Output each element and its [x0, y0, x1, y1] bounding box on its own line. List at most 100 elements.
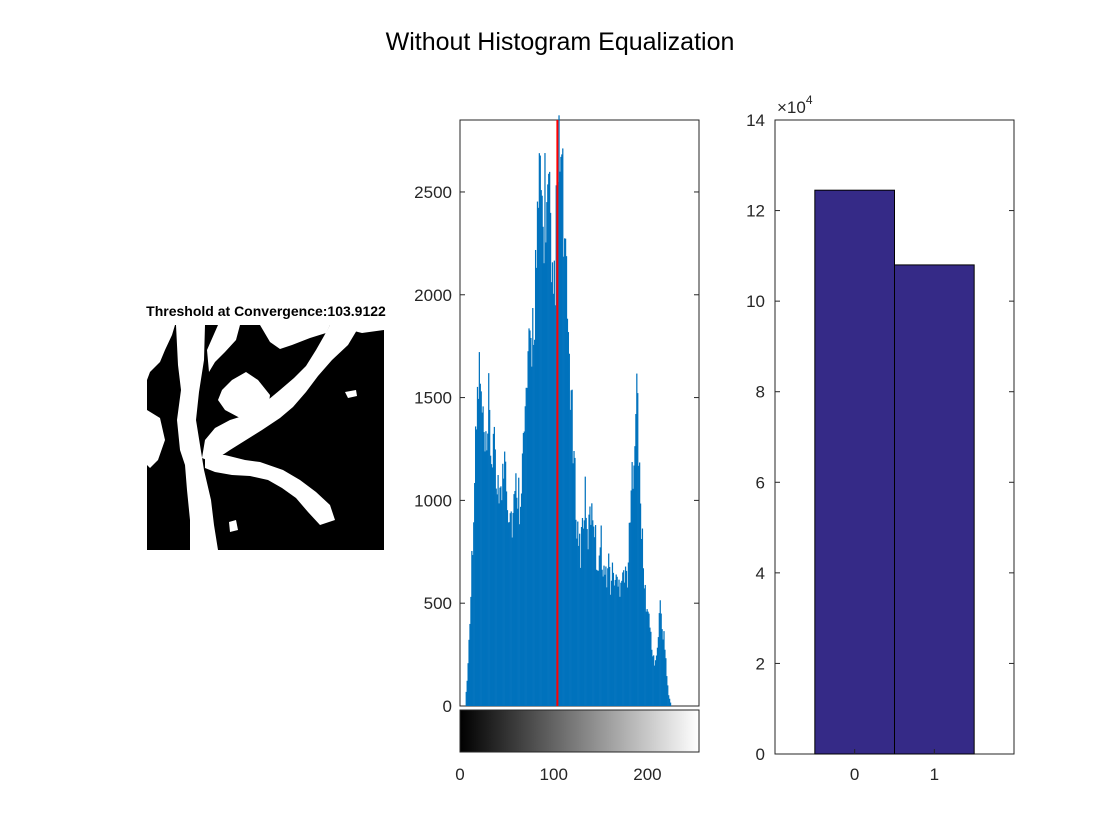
- histogram-bar: [566, 318, 569, 706]
- histogram-bar: [534, 339, 536, 706]
- histogram-bar: [515, 473, 517, 706]
- histogram-bar: [471, 550, 473, 706]
- histogram-bar: [498, 503, 500, 706]
- histogram-bar: [642, 568, 645, 706]
- histogram-bar: [647, 611, 649, 706]
- histogram-bar: [551, 262, 554, 706]
- histogram-bar: [663, 631, 665, 706]
- histogram-bar: [574, 457, 576, 706]
- histogram-bar: [653, 655, 655, 706]
- histogram-bar: [476, 386, 479, 706]
- histogram-bar: [576, 538, 578, 706]
- histogram-bar: [472, 555, 474, 706]
- image-title: Threshold at Convergence:103.9122: [146, 303, 386, 319]
- bar-y-tick-label: 2: [756, 654, 765, 673]
- histogram-y-tick-label: 1500: [414, 389, 452, 408]
- histogram-y-tick-label: 2000: [414, 286, 452, 305]
- colorbar-box: [459, 709, 700, 753]
- histogram-bar: [500, 486, 502, 706]
- histogram-bar: [644, 584, 646, 706]
- histogram-bar: [640, 538, 643, 706]
- histogram-bar: [496, 494, 498, 706]
- histogram-bar: [609, 594, 612, 706]
- histogram-bar: [572, 463, 574, 706]
- histogram-bar: [494, 449, 496, 706]
- histogram-bar: [627, 562, 630, 706]
- histogram-bar: [520, 493, 523, 706]
- histogram-bar: [606, 587, 608, 706]
- histogram-bar: [639, 503, 642, 706]
- histogram-bar: [521, 453, 524, 706]
- histogram-x-axis: 0 100 200: [455, 765, 661, 784]
- histogram-bar: [646, 609, 648, 706]
- histogram-bar: [492, 433, 495, 706]
- histogram-bar: [609, 566, 611, 706]
- histogram-chart: 0 500 1000 1500 2000 2500 0 100 200: [414, 115, 700, 784]
- histogram-bar: [666, 676, 668, 706]
- histogram-bar: [468, 639, 470, 706]
- image-white-regions: [147, 325, 384, 550]
- histogram-bar: [561, 154, 563, 706]
- histogram-bar: [507, 522, 510, 706]
- histogram-bar: [669, 698, 671, 706]
- histogram-bar: [603, 565, 605, 706]
- histogram-bar: [577, 521, 579, 706]
- histogram-bar: [466, 680, 468, 706]
- histogram-bar: [624, 582, 626, 706]
- histogram-bar: [519, 524, 521, 706]
- histogram-bar: [560, 156, 562, 707]
- bar-y-tick-label: 14: [746, 111, 765, 130]
- histogram-bar: [616, 576, 618, 706]
- histogram-bar: [568, 353, 570, 706]
- histogram-bar: [549, 212, 552, 706]
- histogram-bar: [584, 476, 586, 706]
- histogram-bar: [613, 585, 615, 706]
- histogram-bar: [608, 553, 610, 706]
- histogram-bar: [651, 649, 653, 706]
- histogram-bar: [493, 426, 495, 706]
- histogram-bar: [620, 582, 622, 706]
- histogram-bar: [635, 414, 637, 706]
- histogram-bar: [624, 566, 627, 706]
- histogram-bar: [621, 580, 623, 706]
- histogram-bar: [563, 256, 565, 706]
- histogram-bar: [495, 488, 497, 706]
- histogram-bar: [619, 596, 621, 706]
- histogram-bar: [552, 293, 555, 706]
- histogram-bar: [612, 572, 615, 706]
- histogram-bar: [580, 526, 583, 706]
- histogram-bar: [477, 398, 480, 706]
- histogram-bar: [529, 330, 531, 706]
- histogram-bar: [641, 528, 644, 706]
- histogram-bar: [655, 655, 658, 706]
- histogram-bar: [594, 525, 597, 706]
- histogram-bar: [638, 465, 640, 706]
- axis-scale-factor: ×104: [777, 93, 813, 117]
- bar-y-tick-label: 10: [746, 292, 765, 311]
- histogram-bar: [592, 520, 594, 706]
- histogram-bar: [654, 660, 657, 706]
- histogram-bar: [525, 387, 527, 706]
- histogram-bar: [528, 328, 530, 706]
- histogram-bar: [668, 695, 670, 706]
- histogram-bar: [544, 153, 546, 706]
- bar-x-tick-label: 1: [930, 765, 939, 784]
- histogram-bar: [611, 562, 614, 706]
- histogram-bar: [578, 545, 580, 706]
- histogram-bar: [481, 412, 483, 706]
- histogram-bar: [643, 588, 645, 706]
- histogram-bar: [650, 631, 652, 706]
- histogram-bar: [597, 570, 600, 706]
- histogram-bar: [475, 429, 478, 706]
- histogram-bar: [636, 373, 638, 706]
- binary-image: [147, 325, 384, 550]
- histogram-bar: [596, 570, 599, 706]
- bar-y-tick-label: 4: [756, 564, 765, 583]
- histogram-bar: [632, 488, 634, 706]
- histogram-bar: [508, 522, 510, 706]
- bar-y-tick-label: 6: [756, 473, 765, 492]
- histogram-bar: [593, 526, 595, 706]
- histogram-bar: [607, 568, 609, 706]
- histogram-bar: [509, 513, 511, 706]
